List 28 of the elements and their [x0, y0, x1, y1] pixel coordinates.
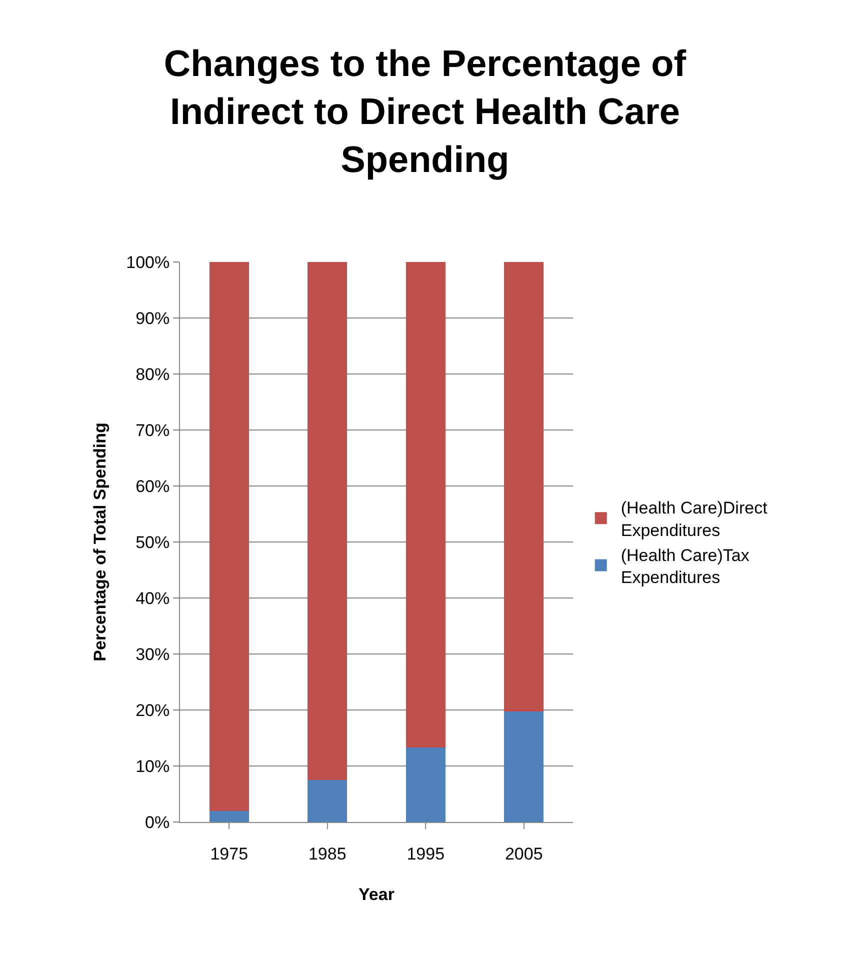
y-tick-label: 30% — [136, 644, 170, 664]
bar — [209, 810, 249, 822]
y-tick-label: 70% — [136, 420, 170, 440]
legend-label: (Health Care)Direct Expenditures — [620, 498, 768, 540]
bar — [308, 262, 348, 780]
x-axis-title: Year — [358, 884, 395, 904]
bar — [406, 262, 446, 748]
x-tick-label: 1985 — [308, 844, 346, 864]
x-tick-label: 1975 — [210, 844, 248, 864]
y-tick-label: 90% — [136, 308, 170, 328]
bar — [504, 262, 544, 712]
y-tick-label: 100% — [126, 252, 170, 272]
y-tick-label: 40% — [136, 588, 170, 608]
chart-title: Changes to the Percentage of Indirect to Direct Health Care Spending — [162, 42, 688, 182]
y-tick-label: 0% — [145, 812, 170, 832]
legend-label: (Health Care)Tax Expenditures — [620, 546, 750, 587]
bar — [504, 712, 544, 822]
y-tick-label: 60% — [136, 476, 170, 496]
y-axis-title: Percentage of Total Spending — [90, 422, 110, 662]
x-tick-label: 1995 — [406, 844, 445, 864]
bar — [308, 780, 348, 822]
x-tick-label: 2005 — [504, 844, 543, 864]
bar — [406, 748, 446, 822]
bar — [209, 262, 249, 811]
y-tick-label: 20% — [136, 700, 170, 720]
y-tick-label: 10% — [136, 756, 170, 776]
y-tick-label: 50% — [136, 532, 170, 552]
y-tick-label: 80% — [136, 364, 170, 384]
